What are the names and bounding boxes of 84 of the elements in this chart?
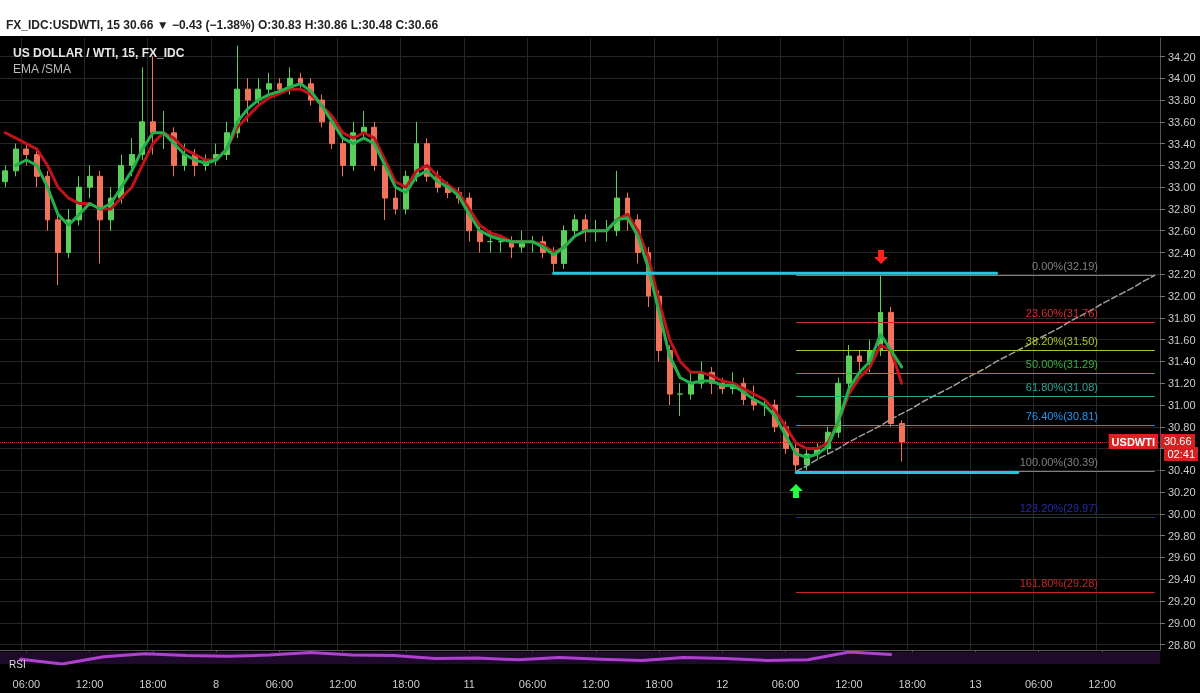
y-tick-label: 33.20 bbox=[1168, 159, 1196, 172]
candlestick bbox=[762, 399, 767, 417]
candlestick bbox=[593, 219, 599, 243]
candlestick bbox=[857, 350, 862, 373]
y-tick-label: 34.00 bbox=[1168, 72, 1196, 85]
y-tick-label: 29.40 bbox=[1168, 573, 1196, 586]
candlestick bbox=[688, 371, 694, 401]
x-tick-label: 12:00 bbox=[328, 677, 357, 690]
x-tick-label: 06:00 bbox=[1024, 677, 1053, 690]
y-tick-label: 33.40 bbox=[1168, 137, 1196, 150]
y-tick-label: 29.20 bbox=[1168, 595, 1196, 607]
y-tick-label: 31.60 bbox=[1168, 333, 1196, 346]
ref-line-label: 23.60%(31.76) bbox=[1025, 306, 1099, 319]
ref-line-label: 100.00%(30.39) bbox=[1019, 455, 1098, 468]
x-tick-label: 8 bbox=[213, 677, 220, 690]
x-tick-label: 18:00 bbox=[898, 677, 926, 690]
x-tick-label: 12:00 bbox=[835, 677, 863, 690]
y-tick-label: 28.80 bbox=[1168, 638, 1196, 651]
text: EMA /SMA bbox=[13, 62, 72, 76]
text: RSI bbox=[9, 658, 26, 670]
candlestick bbox=[509, 235, 514, 259]
y-tick-label: 34.20 bbox=[1168, 50, 1196, 63]
text: FX_IDC:USDWTI, 15 30.66 ▼ −0.43 (−1.38%) O:30.83 H:30.86 L:30.48 C:30.66 bbox=[6, 18, 439, 32]
x-tick-label: 18:00 bbox=[392, 677, 420, 690]
x-tick-label: 06:00 bbox=[12, 677, 41, 690]
x-tick-label: 06:00 bbox=[771, 677, 800, 690]
x-tick-label: 12:00 bbox=[75, 677, 104, 690]
ref-line-label: 38.20%(31.50) bbox=[1025, 335, 1099, 348]
y-tick-label: 29.80 bbox=[1168, 529, 1196, 542]
candlestick bbox=[614, 170, 620, 237]
candlestick bbox=[899, 419, 905, 463]
candlestick bbox=[55, 213, 61, 286]
x-tick-label: 06:00 bbox=[518, 677, 547, 690]
annotation: 30.66 bbox=[1161, 434, 1195, 448]
y-tick-label: 30.20 bbox=[1168, 486, 1196, 499]
ref-line-label: 0.00%(32.19) bbox=[1031, 259, 1098, 272]
candlestick bbox=[266, 72, 272, 96]
candlestick bbox=[393, 186, 398, 215]
y-tick-label: 31.40 bbox=[1168, 355, 1196, 368]
x-tick-label: 12 bbox=[716, 677, 729, 690]
candlestick bbox=[129, 137, 135, 177]
y-tick-label: 29.00 bbox=[1168, 616, 1196, 629]
y-tick-label: 33.00 bbox=[1168, 181, 1196, 194]
ref-line-label: 161.80%(29.28) bbox=[1019, 576, 1098, 589]
y-tick-label: 33.60 bbox=[1168, 115, 1196, 128]
candlestick bbox=[245, 77, 251, 123]
y-tick-label: 32.80 bbox=[1168, 202, 1196, 215]
x-tick-label: 12:00 bbox=[582, 677, 610, 690]
y-tick-label: 31.00 bbox=[1168, 398, 1196, 411]
candlestick bbox=[161, 110, 166, 150]
line-series bbox=[795, 274, 1156, 473]
candlestick bbox=[530, 235, 535, 254]
x-tick-label: 18:00 bbox=[645, 677, 673, 690]
candlestick bbox=[97, 170, 103, 264]
x-tick-label: 13 bbox=[969, 677, 982, 690]
candlestick bbox=[677, 382, 683, 417]
candlestick bbox=[87, 164, 93, 199]
y-tick-label: 32.40 bbox=[1168, 246, 1196, 259]
y-tick-label: 31.20 bbox=[1168, 377, 1196, 390]
y-tick-label: 33.80 bbox=[1168, 94, 1196, 107]
y-tick-label: 32.60 bbox=[1168, 224, 1196, 237]
text: 02:41 bbox=[1164, 447, 1198, 461]
y-tick-label: 29.60 bbox=[1168, 551, 1196, 564]
candlestick bbox=[23, 143, 29, 166]
ref-line-label: 123.20%(29.97) bbox=[1019, 501, 1098, 514]
x-tick-label: 18:00 bbox=[139, 677, 167, 690]
y-tick-label: 32.00 bbox=[1168, 290, 1196, 303]
ref-line-label: 61.80%(31.08) bbox=[1025, 380, 1099, 393]
candlestick bbox=[2, 164, 8, 188]
x-tick-label: 11 bbox=[463, 677, 475, 690]
text: US DOLLAR / WTI, 15, FX_IDC bbox=[13, 46, 185, 60]
y-tick-label: 31.80 bbox=[1168, 311, 1196, 324]
x-tick-label: 12:00 bbox=[1088, 677, 1116, 690]
candlestick bbox=[603, 219, 609, 243]
y-tick-label: 30.00 bbox=[1168, 507, 1196, 520]
y-tick-label: 30.40 bbox=[1168, 464, 1196, 477]
x-tick-label: 06:00 bbox=[265, 677, 294, 690]
ref-line-label: 76.40%(30.81) bbox=[1025, 410, 1099, 423]
ref-line-label: 50.00%(31.29) bbox=[1025, 357, 1099, 370]
ref-line-label: USDWTI bbox=[1111, 435, 1156, 448]
candlestick bbox=[572, 213, 578, 237]
candlestick bbox=[340, 137, 346, 177]
y-tick-label: 32.20 bbox=[1168, 268, 1196, 281]
y-tick-label: 30.80 bbox=[1168, 420, 1196, 433]
